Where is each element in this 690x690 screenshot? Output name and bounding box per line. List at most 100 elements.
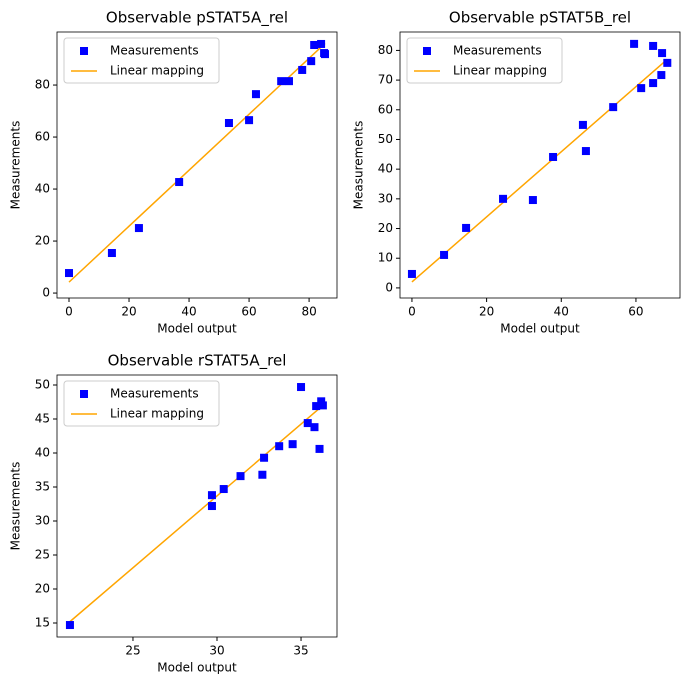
legend-label: Measurements [110,387,199,401]
measurement-marker [219,485,228,494]
y-axis-label: Measurements [9,121,23,210]
y-tick-label: 40 [35,182,50,196]
measurement-marker [245,116,254,125]
x-tick-label: 80 [301,305,316,319]
x-tick-label: 40 [554,305,569,319]
measurement-marker [320,50,329,59]
y-tick-label: 20 [35,581,50,595]
x-tick-label: 25 [125,644,140,658]
measurement-marker [275,442,284,451]
y-tick-label: 30 [35,513,50,527]
measurement-marker [303,419,312,428]
measurement-marker [307,57,316,66]
measurement-marker [251,90,260,99]
y-tick-label: 50 [378,132,393,146]
measurement-marker [578,120,587,129]
measurement-marker [317,39,326,48]
frame [399,31,681,299]
measurement-marker [236,472,245,481]
measurement-marker [658,49,667,58]
chart-title: Observable pSTAT5A_rel [106,9,288,28]
x-tick-label: 0 [65,305,73,319]
x-tick-label: 35 [293,644,308,658]
chart-title: Observable rSTAT5A_rel [108,352,287,371]
measurement-marker [207,491,216,500]
y-tick-label: 30 [378,191,393,205]
measurement-marker [407,269,416,278]
y-tick-label: 40 [35,445,50,459]
measurement-marker [284,77,293,86]
y-tick-label: 60 [35,130,50,144]
y-tick-label: 0 [42,286,50,300]
mapping-line [69,404,324,623]
measurement-marker [260,453,269,462]
legend-label: Linear mapping [453,64,547,78]
measurement-marker [609,103,618,112]
x-tick-label: 40 [181,305,196,319]
measurement-marker [318,401,327,410]
measurement-marker [312,402,321,411]
x-tick-label: 0 [408,305,416,319]
x-axis-label: Model output [157,661,237,675]
y-tick-label: 80 [35,78,50,92]
measurement-marker [224,119,233,128]
y-tick-label: 40 [378,162,393,176]
x-tick-label: 20 [479,305,494,319]
measurement-marker [65,621,74,630]
x-axis-label: Model output [500,322,580,336]
measurement-marker [315,444,324,453]
measurement-marker [175,178,184,187]
y-tick-label: 45 [35,411,50,425]
legend-marker [80,390,88,398]
y-tick-label: 0 [385,280,393,294]
y-tick-label: 15 [35,615,50,629]
x-tick-label: 60 [628,305,643,319]
legend-label: Linear mapping [110,407,204,421]
measurement-marker [277,77,286,86]
x-tick-label: 60 [241,305,256,319]
legend-box [63,37,220,84]
y-tick-label: 80 [378,43,393,57]
legend-label: Measurements [453,44,542,58]
legend-marker [80,47,88,55]
chart-title: Observable pSTAT5B_rel [449,9,631,28]
y-axis-label: Measurements [9,462,23,551]
measurement-marker [657,71,666,80]
legend-label: Linear mapping [110,64,204,78]
mapping-line [411,58,668,283]
measurement-marker [107,249,116,258]
measurement-marker [549,152,558,161]
measurement-marker [499,194,508,203]
measurement-marker [581,147,590,156]
measurement-marker [297,383,306,392]
legend-box [406,37,563,84]
measurement-marker [258,470,267,479]
measurement-marker [310,423,319,432]
y-tick-label: 60 [378,102,393,116]
x-axis-label: Model output [157,322,237,336]
measurement-marker [298,65,307,74]
measurement-marker [528,196,537,205]
measurement-marker [317,397,326,406]
legend-marker [423,47,431,55]
frame [56,31,338,299]
measurement-marker [462,223,471,232]
frame [56,374,338,638]
measurement-marker [207,502,216,511]
legend-label: Measurements [110,44,199,58]
measurement-marker [649,79,658,88]
measurement-marker [649,41,658,50]
y-axis-label: Measurements [352,121,366,210]
y-tick-label: 50 [35,377,50,391]
measurement-marker [288,440,297,449]
x-tick-label: 20 [121,305,136,319]
measurement-marker [637,84,646,93]
legend-box [63,380,220,427]
x-tick-label: 30 [209,644,224,658]
y-tick-label: 20 [35,234,50,248]
measurement-marker [134,224,143,233]
y-tick-label: 70 [378,73,393,87]
measurement-marker [440,250,449,259]
measurement-marker [630,39,639,48]
